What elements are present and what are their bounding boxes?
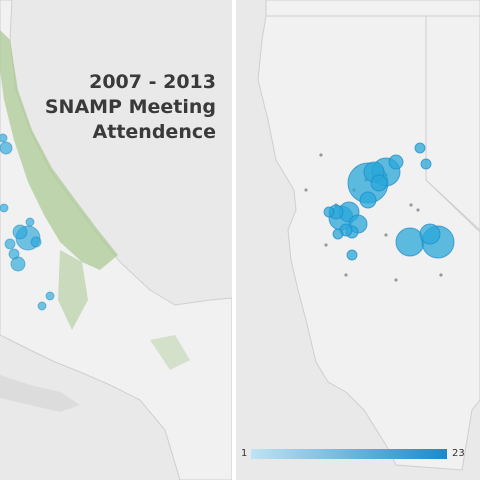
channel-islands	[0, 375, 80, 412]
legend-max-label: 23	[452, 448, 465, 459]
attendance-bubble	[323, 206, 335, 218]
attendance-marker	[0, 141, 13, 155]
attendance-marker	[37, 301, 47, 311]
attendance-marker	[0, 203, 9, 213]
panel-divider	[232, 0, 236, 480]
legend-min-label: 1	[241, 448, 248, 459]
oregon-land	[265, 0, 480, 17]
minor-location-dot	[394, 278, 398, 282]
minor-location-dot	[439, 273, 443, 277]
attendance-marker	[0, 133, 8, 143]
attendance-bubble	[370, 174, 388, 192]
minor-location-dot	[409, 203, 413, 207]
minor-location-dot	[344, 273, 348, 277]
southern-forest-area	[150, 335, 190, 370]
terrain-map	[0, 0, 232, 480]
attendance-marker	[45, 291, 55, 301]
legend-color-scale	[251, 449, 447, 459]
attendance-marker	[4, 238, 16, 250]
attendance-bubble	[359, 191, 377, 209]
terrain-map-panel[interactable]: 2007 - 2013 SNAMP Meeting Attendence	[0, 0, 232, 480]
bubble-map	[236, 0, 480, 480]
sierra-forest-area	[0, 30, 118, 270]
minor-location-dot	[416, 208, 420, 212]
bubble-map-panel[interactable]	[236, 0, 480, 480]
minor-location-dot	[319, 153, 323, 157]
attendance-marker	[12, 224, 28, 240]
title-line-years: 2007 - 2013	[89, 71, 216, 93]
attendance-marker	[8, 248, 20, 260]
attendance-bubble	[419, 223, 441, 245]
attendance-marker	[30, 236, 42, 248]
minor-location-dot	[384, 233, 388, 237]
attendance-bubble	[346, 249, 358, 261]
attendance-bubble	[332, 228, 344, 240]
attendance-bubble	[388, 154, 404, 170]
map-title: 2007 - 2013 SNAMP Meeting Attendence	[28, 70, 216, 145]
title-line-meeting: SNAMP Meeting	[44, 96, 216, 118]
minor-location-dot	[304, 188, 308, 192]
title-line-attendance: Attendence	[92, 121, 216, 143]
attendance-bubble	[420, 158, 432, 170]
minor-location-dot	[324, 243, 328, 247]
foothill-forest-area	[58, 250, 88, 330]
attendance-marker	[25, 217, 35, 227]
california-land	[257, 15, 480, 471]
attendance-bubble	[414, 142, 426, 154]
